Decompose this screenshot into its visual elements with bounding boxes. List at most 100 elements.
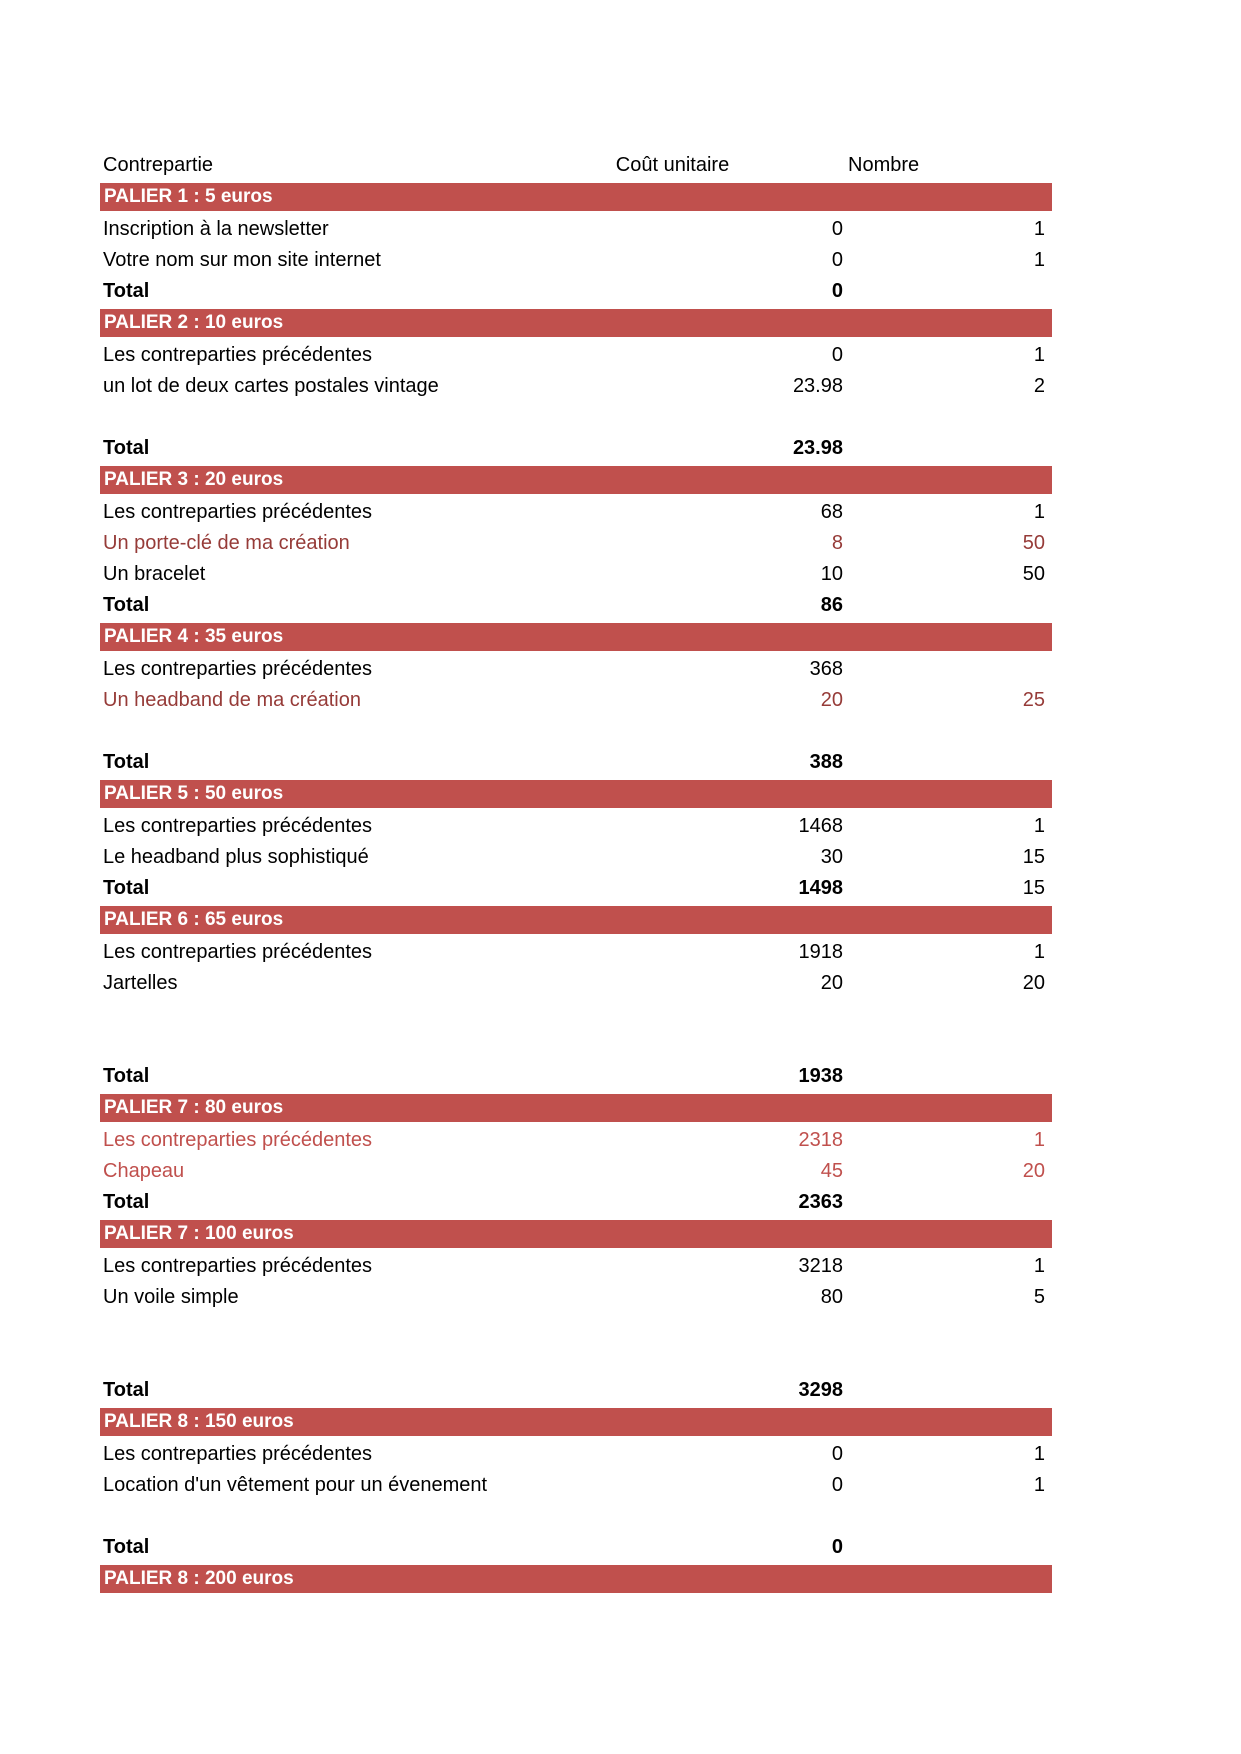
contrepartie-cell: Les contreparties précédentes (103, 1129, 373, 1151)
table-header-row: Contrepartie Coût unitaire Nombre (100, 150, 1052, 181)
contrepartie-cell: Un bracelet (103, 563, 206, 585)
palier-bar: PALIER 1 : 5 euros (100, 183, 1052, 211)
palier-bar: PALIER 4 : 35 euros (100, 623, 1052, 651)
palier-bar: PALIER 5 : 50 euros (100, 780, 1052, 808)
contrepartie-cell: Total (103, 280, 150, 302)
item-row: Les contreparties précédentes 1918 1 (100, 937, 1052, 968)
cout-unitaire-cell: 30 (820, 846, 843, 868)
blank-row (100, 716, 1052, 747)
nombre-cell: 1 (1033, 249, 1045, 271)
palier-section-row: PALIER 8 : 150 euros (100, 1408, 1052, 1439)
contrepartie-cell: Total (103, 594, 150, 616)
contrepartie-cell: Les contreparties précédentes (103, 1443, 373, 1465)
blank-row (100, 1030, 1052, 1061)
cout-unitaire-cell: 2318 (798, 1129, 844, 1151)
palier-bar: PALIER 3 : 20 euros (100, 466, 1052, 494)
nombre-cell: 5 (1033, 1286, 1045, 1308)
cout-unitaire-cell: 1498 (798, 877, 844, 899)
contrepartie-cell: Les contreparties précédentes (103, 344, 373, 366)
total-row: Total 0 (100, 1532, 1052, 1563)
cout-unitaire-cell: 20 (820, 972, 843, 994)
contrepartie-cell: Total (103, 437, 150, 459)
nombre-cell: 1 (1033, 501, 1045, 523)
contrepartie-cell: Votre nom sur mon site internet (103, 249, 381, 271)
item-row: Un voile simple 80 5 (100, 1282, 1052, 1313)
total-row: Total 1498 15 (100, 873, 1052, 904)
total-row: Total 1938 (100, 1061, 1052, 1092)
cout-unitaire-cell: 10 (820, 563, 843, 585)
nombre-cell: 1 (1033, 344, 1045, 366)
contrepartie-table: Contrepartie Coût unitaire Nombre PALIER… (100, 150, 1052, 1596)
palier-section-row: PALIER 5 : 50 euros (100, 780, 1052, 811)
palier-section-row: PALIER 7 : 80 euros (100, 1094, 1052, 1125)
nombre-cell: 1 (1033, 815, 1045, 837)
palier-bar: PALIER 8 : 150 euros (100, 1408, 1052, 1436)
item-row: Inscription à la newsletter 0 1 (100, 214, 1052, 245)
contrepartie-cell: Les contreparties précédentes (103, 941, 373, 963)
cout-unitaire-cell: 368 (809, 658, 843, 680)
cout-unitaire-cell: 1468 (798, 815, 844, 837)
total-row: Total 388 (100, 747, 1052, 778)
blank-row (100, 402, 1052, 433)
palier-section-row: PALIER 6 : 65 euros (100, 906, 1052, 937)
palier-section-row: PALIER 3 : 20 euros (100, 466, 1052, 497)
item-row: un lot de deux cartes postales vintage 23… (100, 371, 1052, 402)
nombre-cell: 1 (1033, 1129, 1045, 1151)
cout-unitaire-cell: 68 (820, 501, 843, 523)
cout-unitaire-cell: 0 (831, 249, 843, 271)
cout-unitaire-cell: 86 (820, 594, 843, 616)
contrepartie-cell: Total (103, 1191, 150, 1213)
cout-unitaire-cell: 23.98 (792, 375, 843, 397)
palier-bar: PALIER 7 : 100 euros (100, 1220, 1052, 1248)
palier-bar: PALIER 6 : 65 euros (100, 906, 1052, 934)
cout-unitaire-cell: 1918 (798, 941, 844, 963)
palier-section-row: PALIER 1 : 5 euros (100, 183, 1052, 214)
cout-unitaire-cell: 45 (820, 1160, 843, 1182)
cout-unitaire-cell: 20 (820, 689, 843, 711)
nombre-cell: 2 (1033, 375, 1045, 397)
cout-unitaire-cell: 0 (831, 218, 843, 240)
nombre-cell: 50 (1022, 532, 1045, 554)
cout-unitaire-cell: 8 (831, 532, 843, 554)
palier-section-row: PALIER 7 : 100 euros (100, 1220, 1052, 1251)
item-row: Le headband plus sophistiqué 30 15 (100, 842, 1052, 873)
item-row: Les contreparties précédentes 3218 1 (100, 1251, 1052, 1282)
blank-row (100, 1344, 1052, 1375)
palier-bar: PALIER 2 : 10 euros (100, 309, 1052, 337)
blank-row (100, 1501, 1052, 1532)
contrepartie-cell: Le headband plus sophistiqué (103, 846, 369, 868)
total-row: Total 0 (100, 276, 1052, 307)
contrepartie-cell: Un headband de ma création (103, 689, 361, 711)
item-row: Chapeau 45 20 (100, 1156, 1052, 1187)
cout-unitaire-cell: 80 (820, 1286, 843, 1308)
item-row: Votre nom sur mon site internet 0 1 (100, 245, 1052, 276)
nombre-cell: 20 (1022, 972, 1045, 994)
item-row: Les contreparties précédentes 68 1 (100, 497, 1052, 528)
cout-unitaire-cell: 1938 (798, 1065, 844, 1087)
palier-section-row: PALIER 4 : 35 euros (100, 623, 1052, 654)
cout-unitaire-cell: 0 (831, 1443, 843, 1465)
palier-bar: PALIER 8 : 200 euros (100, 1565, 1052, 1593)
total-row: Total 23.98 (100, 433, 1052, 464)
contrepartie-cell: Les contreparties précédentes (103, 658, 373, 680)
contrepartie-cell: Total (103, 1536, 150, 1558)
item-row: Location d'un vêtement pour un évenement… (100, 1470, 1052, 1501)
nombre-cell: 1 (1033, 941, 1045, 963)
palier-section-row: PALIER 8 : 200 euros (100, 1565, 1052, 1596)
blank-row (100, 1313, 1052, 1344)
item-row: Un bracelet 10 50 (100, 559, 1052, 590)
contrepartie-cell: Total (103, 751, 150, 773)
contrepartie-cell: Un voile simple (103, 1286, 239, 1308)
table-body: PALIER 1 : 5 euros Inscription à la newsl… (100, 183, 1052, 1596)
item-row: Un headband de ma création 20 25 (100, 685, 1052, 716)
contrepartie-cell: Total (103, 1379, 150, 1401)
nombre-cell: 20 (1022, 1160, 1045, 1182)
cout-unitaire-cell: 388 (809, 751, 843, 773)
item-row: Les contreparties précédentes 2318 1 (100, 1125, 1052, 1156)
nombre-cell: 1 (1033, 1474, 1045, 1496)
contrepartie-cell: Les contreparties précédentes (103, 1255, 373, 1277)
contrepartie-cell: Les contreparties précédentes (103, 815, 373, 837)
col-header-cout-unitaire: Coût unitaire (615, 154, 730, 176)
nombre-cell: 15 (1022, 877, 1045, 899)
